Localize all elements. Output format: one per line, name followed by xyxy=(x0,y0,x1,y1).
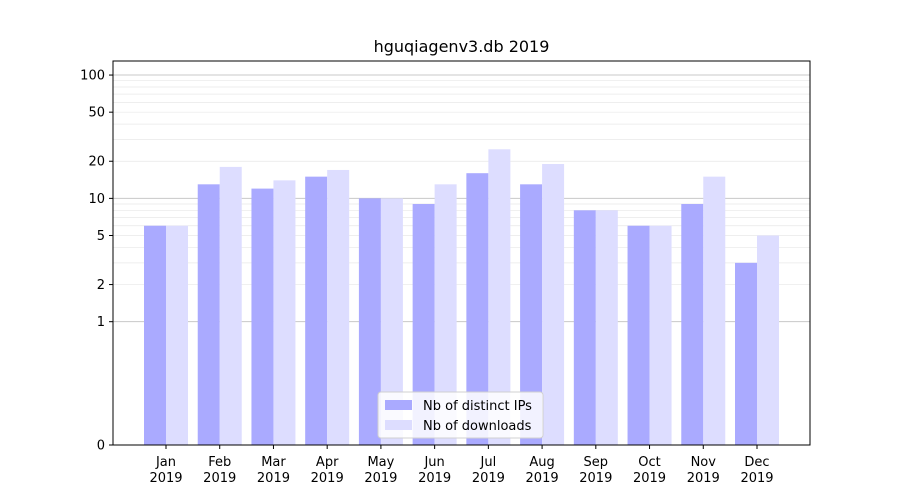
y-tick-label: 0 xyxy=(97,439,105,454)
y-tick-label: 5 xyxy=(97,229,105,244)
bar-distinct-ips xyxy=(573,210,596,445)
x-tick-label: Oct 2019 xyxy=(633,455,666,486)
bar-downloads xyxy=(649,225,672,445)
bar-distinct-ips xyxy=(197,184,220,445)
y-axis: 0 1 2 5 10 20 50 100 xyxy=(80,69,113,454)
bar-distinct-ips xyxy=(466,173,489,446)
x-tick-label: Aug 2019 xyxy=(526,455,559,486)
plot-area xyxy=(112,60,811,446)
y-tick-label: 20 xyxy=(88,155,105,170)
x-tick-label: Jun 2019 xyxy=(418,455,451,486)
bar-distinct-ips xyxy=(251,188,274,446)
bar-downloads xyxy=(327,169,350,445)
x-tick-label: Jul 2019 xyxy=(472,455,505,486)
y-tick-label: 10 xyxy=(88,192,105,207)
bar-distinct-ips xyxy=(305,176,328,445)
chart-title: hguqiagenv3.db 2019 xyxy=(374,37,550,56)
x-tick-label: Sep 2019 xyxy=(579,455,612,486)
y-tick-label: 2 xyxy=(97,278,105,293)
bar-downloads xyxy=(703,176,726,445)
x-tick-label: Dec 2019 xyxy=(740,455,773,486)
legend-swatch xyxy=(385,420,412,430)
bar-downloads xyxy=(542,163,565,445)
bar-distinct-ips xyxy=(735,262,757,445)
bar-downloads xyxy=(757,235,779,445)
bar-distinct-ips xyxy=(412,204,435,445)
legend-label: Nb of downloads xyxy=(423,419,532,434)
legend-swatch xyxy=(385,400,412,410)
bar-distinct-ips xyxy=(144,225,166,445)
legend-box xyxy=(377,391,544,439)
x-tick-label: Apr 2019 xyxy=(311,455,344,486)
x-tick-label: Mar 2019 xyxy=(257,455,290,486)
bar-downloads xyxy=(273,180,296,445)
x-tick-label: Jan 2019 xyxy=(149,455,182,486)
bar-distinct-ips xyxy=(681,204,704,445)
x-tick-label: Feb 2019 xyxy=(203,455,236,486)
bar-distinct-ips xyxy=(358,198,381,445)
legend-label: Nb of distinct IPs xyxy=(423,399,532,414)
y-tick-label: 1 xyxy=(97,315,105,330)
legend: Nb of distinct IPs Nb of downloads xyxy=(377,391,544,439)
bar-distinct-ips xyxy=(520,184,543,445)
x-tick-label: Nov 2019 xyxy=(687,455,720,486)
bar-downloads xyxy=(595,210,618,445)
y-tick-label: 50 xyxy=(88,106,105,121)
bar-downloads xyxy=(488,149,511,445)
bar-downloads xyxy=(166,225,188,445)
x-axis: Jan 2019 Feb 2019 Mar 2019 Apr 2019 May 2019 Jun 20… xyxy=(149,445,774,486)
bar-downloads xyxy=(219,166,242,445)
bar-distinct-ips xyxy=(627,225,650,445)
bar-downloads xyxy=(380,198,403,445)
bars xyxy=(144,149,779,446)
bar-downloads xyxy=(434,184,457,445)
x-tick-label: May 2019 xyxy=(364,455,397,486)
y-tick-label: 100 xyxy=(80,69,105,84)
